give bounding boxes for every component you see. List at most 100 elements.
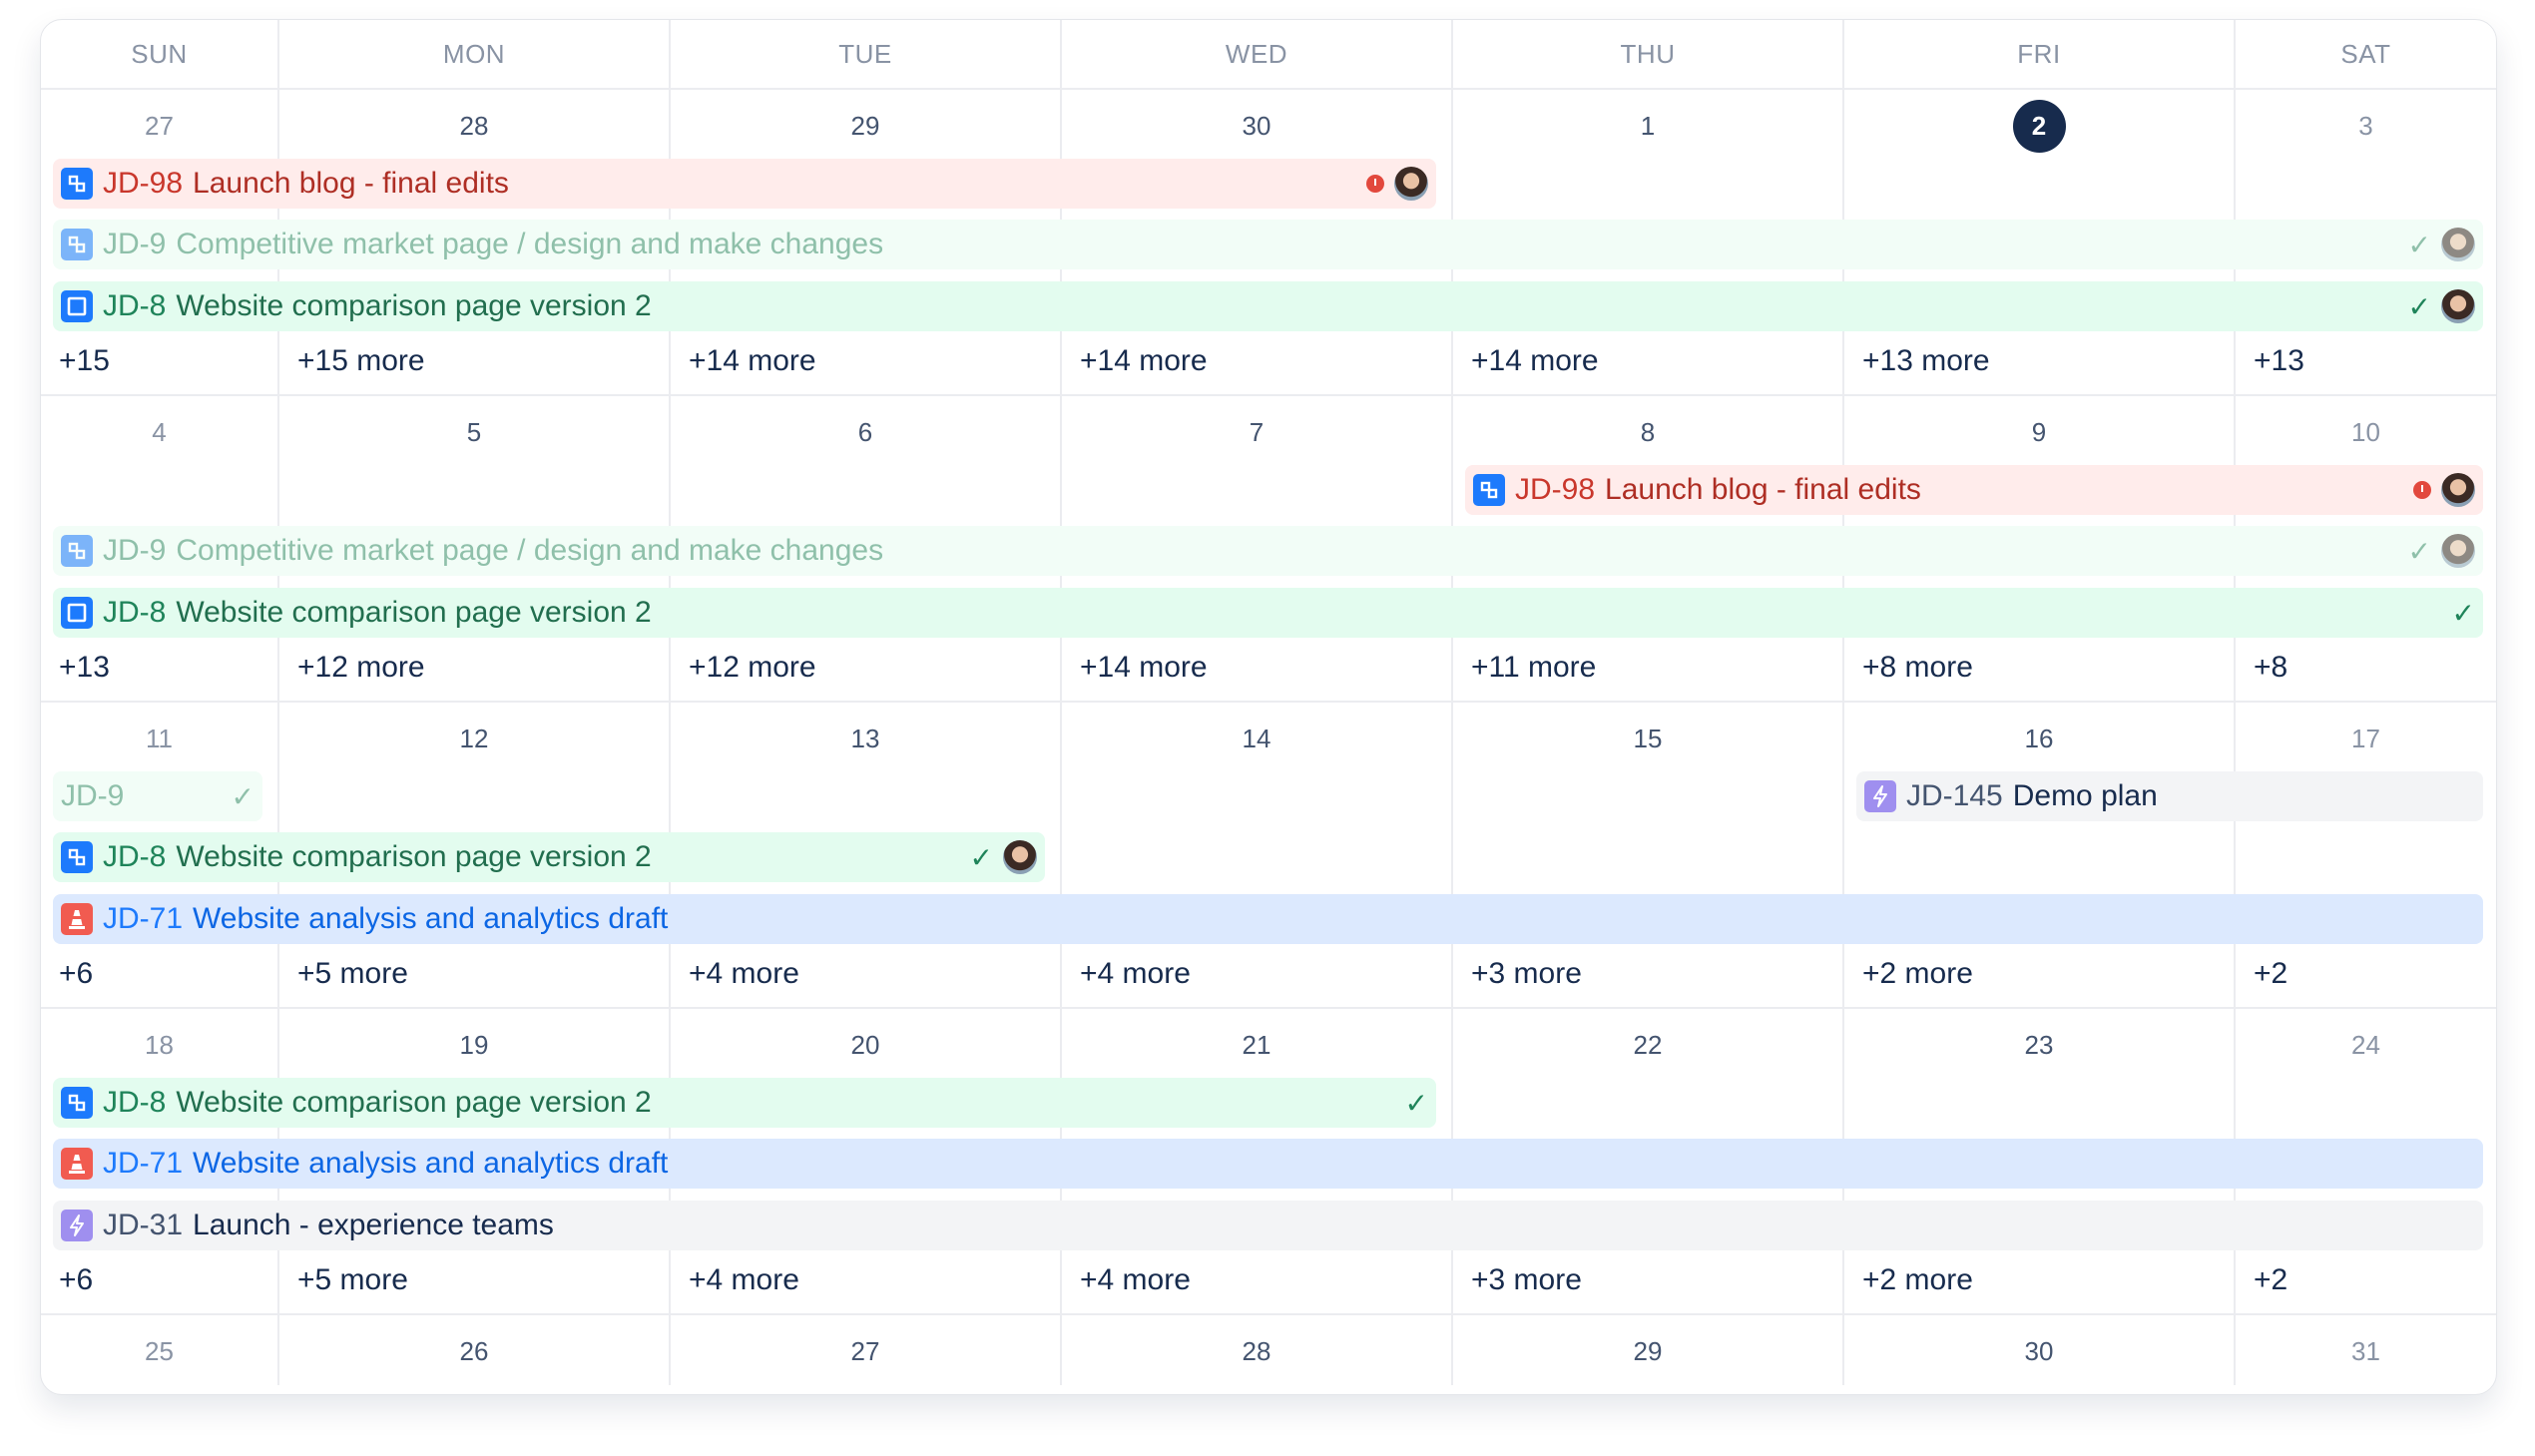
date-number[interactable]: 27 xyxy=(671,1328,1060,1374)
more-link[interactable]: +4 more xyxy=(1080,957,1191,990)
date-number[interactable]: 27 xyxy=(41,103,277,149)
more-link[interactable]: +2 xyxy=(2254,957,2288,990)
more-link[interactable]: +12 more xyxy=(297,651,425,684)
day-cell[interactable]: 25 xyxy=(41,1315,279,1385)
date-number[interactable]: 3 xyxy=(2236,103,2496,149)
day-cell[interactable]: 13 +4 more xyxy=(671,703,1062,1007)
date-number[interactable]: 22 xyxy=(1453,1022,1842,1068)
day-cell[interactable]: 15 +3 more xyxy=(1453,703,1844,1007)
day-cell[interactable]: 30 xyxy=(1844,1315,2236,1385)
date-number[interactable]: 31 xyxy=(2236,1328,2496,1374)
day-cell[interactable]: 19 +5 more xyxy=(279,1009,671,1313)
date-number[interactable]: 25 xyxy=(41,1328,277,1374)
more-link[interactable]: +2 more xyxy=(1862,957,1973,990)
more-link[interactable]: +3 more xyxy=(1471,957,1582,990)
date-number[interactable]: 5 xyxy=(279,409,669,455)
issue-bar-jd-8[interactable]: JD-8 Website comparison page version 2 ✓ xyxy=(53,588,2483,638)
date-number[interactable]: 15 xyxy=(1453,716,1842,761)
more-link[interactable]: +4 more xyxy=(689,1263,799,1296)
day-cell[interactable]: 10 +8 xyxy=(2236,396,2496,701)
day-cell[interactable]: 6 +12 more xyxy=(671,396,1062,701)
more-link[interactable]: +5 more xyxy=(297,957,408,990)
today-date[interactable]: 2 xyxy=(1844,100,2234,153)
day-cell[interactable]: 14 +4 more xyxy=(1062,703,1453,1007)
date-number[interactable]: 8 xyxy=(1453,409,1842,455)
avatar[interactable] xyxy=(2441,473,2475,507)
day-cell[interactable]: 17 +2 xyxy=(2236,703,2496,1007)
avatar[interactable] xyxy=(2441,534,2475,568)
day-cell[interactable]: 31 xyxy=(2236,1315,2496,1385)
date-number[interactable]: 6 xyxy=(671,409,1060,455)
issue-bar-jd-71[interactable]: JD-71 Website analysis and analytics draf… xyxy=(53,894,2483,944)
avatar[interactable] xyxy=(1394,167,1428,201)
more-link[interactable]: +4 more xyxy=(1080,1263,1191,1296)
day-cell[interactable]: 16 +2 more xyxy=(1844,703,2236,1007)
day-cell[interactable]: 26 xyxy=(279,1315,671,1385)
date-number[interactable]: 26 xyxy=(279,1328,669,1374)
more-link[interactable]: +15 more xyxy=(297,344,425,377)
date-number[interactable]: 29 xyxy=(671,103,1060,149)
day-cell[interactable]: 3 +13 xyxy=(2236,90,2496,394)
date-number[interactable]: 30 xyxy=(1062,103,1451,149)
date-number[interactable]: 19 xyxy=(279,1022,669,1068)
more-link[interactable]: +2 more xyxy=(1862,1263,1973,1296)
date-number[interactable]: 17 xyxy=(2236,716,2496,761)
issue-bar-jd-8[interactable]: JD-8 Website comparison page version 2 ✓ xyxy=(53,281,2483,331)
date-number[interactable]: 11 xyxy=(41,716,277,761)
date-number[interactable]: 20 xyxy=(671,1022,1060,1068)
issue-bar-jd-8[interactable]: JD-8 Website comparison page version 2 ✓ xyxy=(53,832,1045,882)
avatar[interactable] xyxy=(1003,840,1037,874)
more-link[interactable]: +4 more xyxy=(689,957,799,990)
date-number[interactable]: 28 xyxy=(279,103,669,149)
date-number[interactable]: 13 xyxy=(671,716,1060,761)
date-number[interactable]: 29 xyxy=(1453,1328,1842,1374)
more-link[interactable]: +14 more xyxy=(1080,344,1208,377)
date-number[interactable]: 14 xyxy=(1062,716,1451,761)
avatar[interactable] xyxy=(2441,228,2475,261)
issue-bar-jd-145[interactable]: JD-145 Demo plan xyxy=(1856,771,2483,821)
date-number[interactable]: 16 xyxy=(1844,716,2234,761)
issue-bar-jd-9[interactable]: JD-9 Competitive market page / design and… xyxy=(53,526,2483,576)
more-link[interactable]: +15 xyxy=(59,344,110,377)
more-link[interactable]: +6 xyxy=(59,1263,94,1296)
more-link[interactable]: +5 more xyxy=(297,1263,408,1296)
avatar[interactable] xyxy=(2441,289,2475,323)
date-number[interactable]: 9 xyxy=(1844,409,2234,455)
day-cell[interactable]: 28 xyxy=(1062,1315,1453,1385)
more-link[interactable]: +14 more xyxy=(689,344,816,377)
date-number[interactable]: 23 xyxy=(1844,1022,2234,1068)
more-link[interactable]: +13 xyxy=(59,651,110,684)
day-cell[interactable]: 27 xyxy=(671,1315,1062,1385)
more-link[interactable]: +14 more xyxy=(1471,344,1599,377)
more-link[interactable]: +13 xyxy=(2254,344,2304,377)
date-number[interactable]: 12 xyxy=(279,716,669,761)
date-number[interactable]: 18 xyxy=(41,1022,277,1068)
issue-bar-jd-98[interactable]: JD-98 Launch blog - final edits xyxy=(53,159,1436,209)
more-link[interactable]: +2 xyxy=(2254,1263,2288,1296)
day-cell[interactable]: 24 +2 xyxy=(2236,1009,2496,1313)
more-link[interactable]: +3 more xyxy=(1471,1263,1582,1296)
more-link[interactable]: +13 more xyxy=(1862,344,1990,377)
date-number[interactable]: 4 xyxy=(41,409,277,455)
date-number[interactable]: 10 xyxy=(2236,409,2496,455)
more-link[interactable]: +8 xyxy=(2254,651,2288,684)
issue-bar-jd-9[interactable]: JD-9 ✓ xyxy=(53,771,262,821)
date-number[interactable]: 28 xyxy=(1062,1328,1451,1374)
date-number[interactable]: 21 xyxy=(1062,1022,1451,1068)
date-number[interactable]: 30 xyxy=(1844,1328,2234,1374)
date-number[interactable]: 24 xyxy=(2236,1022,2496,1068)
more-link[interactable]: +12 more xyxy=(689,651,816,684)
day-cell[interactable]: 29 xyxy=(1453,1315,1844,1385)
issue-bar-jd-31[interactable]: JD-31 Launch - experience teams xyxy=(53,1201,2483,1250)
issue-bar-jd-71[interactable]: JD-71 Website analysis and analytics draf… xyxy=(53,1139,2483,1189)
more-link[interactable]: +6 xyxy=(59,957,94,990)
date-number[interactable]: 7 xyxy=(1062,409,1451,455)
issue-bar-jd-9[interactable]: JD-9 Competitive market page / design and… xyxy=(53,220,2483,269)
issue-bar-jd-8[interactable]: JD-8 Website comparison page version 2 ✓ xyxy=(53,1078,1436,1128)
date-number[interactable]: 1 xyxy=(1453,103,1842,149)
more-link[interactable]: +11 more xyxy=(1471,651,1597,684)
more-link[interactable]: +14 more xyxy=(1080,651,1208,684)
day-cell[interactable]: 30 +14 more xyxy=(1062,90,1453,394)
day-cell[interactable]: 23 +2 more xyxy=(1844,1009,2236,1313)
more-link[interactable]: +8 more xyxy=(1862,651,1973,684)
